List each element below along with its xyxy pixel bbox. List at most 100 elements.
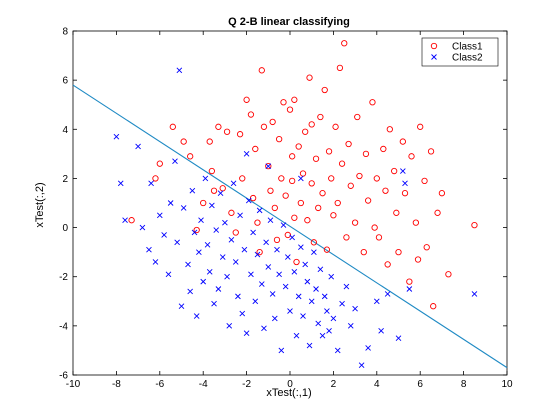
point-class1 bbox=[354, 113, 361, 121]
point-class1 bbox=[152, 175, 159, 182]
point-class1 bbox=[371, 224, 378, 231]
y-tick-label: -2 bbox=[59, 272, 68, 283]
point-class1 bbox=[308, 121, 315, 128]
point-class1 bbox=[297, 199, 304, 207]
point-class2 bbox=[189, 187, 196, 194]
point-class1 bbox=[412, 219, 420, 226]
y-tick-label: 2 bbox=[62, 174, 68, 185]
chart-title: Q 2-B linear classifying bbox=[228, 16, 350, 28]
point-class2 bbox=[122, 217, 128, 224]
point-class2 bbox=[198, 217, 204, 224]
point-class1 bbox=[317, 113, 324, 121]
point-class1 bbox=[210, 187, 218, 194]
x-tick-label: -8 bbox=[112, 379, 121, 390]
y-tick-label: -6 bbox=[59, 371, 68, 382]
point-class1 bbox=[334, 199, 341, 207]
point-class2 bbox=[230, 180, 237, 187]
point-class1 bbox=[256, 248, 263, 256]
plot-area bbox=[72, 30, 508, 376]
point-class2 bbox=[232, 259, 239, 265]
point-class2 bbox=[395, 335, 402, 341]
point-class2 bbox=[239, 310, 246, 317]
point-class2 bbox=[252, 298, 259, 305]
point-class2 bbox=[113, 133, 120, 140]
point-class2 bbox=[178, 303, 185, 310]
point-class2 bbox=[321, 293, 328, 300]
point-class2 bbox=[217, 190, 224, 196]
point-class2 bbox=[384, 291, 391, 297]
point-class2 bbox=[196, 249, 202, 255]
x-tick-label: 4 bbox=[374, 379, 380, 390]
point-class2 bbox=[295, 293, 302, 300]
point-class1 bbox=[265, 162, 272, 170]
point-class1 bbox=[319, 190, 326, 197]
point-class2 bbox=[311, 249, 317, 255]
point-class1 bbox=[315, 204, 322, 212]
point-class2 bbox=[139, 224, 146, 231]
point-class2 bbox=[222, 219, 228, 226]
point-class2 bbox=[319, 332, 326, 339]
axis-ticks: -10 -8 -6 -4 -2 0 2 4 6 8 10 -6 -4 -2 0 2 4 6 8 bbox=[59, 27, 513, 391]
point-class2 bbox=[254, 251, 261, 258]
point-class1 bbox=[328, 175, 335, 182]
point-class2 bbox=[400, 168, 406, 174]
point-class2 bbox=[176, 67, 183, 74]
point-class1 bbox=[421, 177, 428, 185]
point-class1 bbox=[156, 160, 163, 167]
point-class1 bbox=[345, 140, 352, 148]
legend-marker-class2 bbox=[431, 54, 437, 60]
point-class1 bbox=[286, 106, 294, 113]
point-class2 bbox=[248, 271, 254, 278]
point-class1 bbox=[284, 231, 291, 239]
x-tick-label: 6 bbox=[417, 379, 423, 390]
point-class1 bbox=[364, 197, 372, 204]
point-class1 bbox=[308, 180, 315, 187]
point-class1 bbox=[386, 126, 393, 133]
point-class1 bbox=[321, 86, 328, 94]
legend-label-class2: Class2 bbox=[452, 53, 483, 64]
point-class1 bbox=[232, 229, 239, 236]
point-class1 bbox=[395, 248, 402, 256]
point-class2 bbox=[191, 229, 198, 236]
y-tick-label: 8 bbox=[62, 27, 68, 38]
point-class1 bbox=[223, 128, 231, 135]
point-class1 bbox=[427, 148, 435, 155]
point-class2 bbox=[187, 288, 193, 295]
point-class1 bbox=[293, 258, 300, 266]
point-class2 bbox=[161, 232, 167, 238]
legend-marker-class1 bbox=[430, 42, 438, 50]
point-class2 bbox=[256, 207, 263, 214]
point-class2 bbox=[300, 313, 306, 319]
point-class2 bbox=[365, 345, 371, 351]
x-tick-label: -6 bbox=[155, 379, 164, 390]
point-class2 bbox=[269, 291, 276, 297]
point-class1 bbox=[269, 118, 276, 126]
point-class1 bbox=[247, 111, 255, 118]
point-class1 bbox=[330, 212, 337, 219]
point-class2 bbox=[211, 300, 217, 307]
point-class2 bbox=[206, 268, 213, 275]
point-class2 bbox=[209, 202, 215, 209]
point-class1 bbox=[236, 131, 244, 138]
point-class1 bbox=[336, 64, 344, 72]
point-class2 bbox=[165, 271, 172, 278]
point-class2 bbox=[243, 151, 250, 157]
point-class2 bbox=[224, 273, 230, 280]
point-class1 bbox=[208, 167, 216, 175]
point-class1 bbox=[408, 153, 415, 160]
point-class2 bbox=[291, 268, 298, 275]
point-class2 bbox=[241, 246, 248, 253]
point-class2 bbox=[289, 234, 295, 241]
x-tick-label: 2 bbox=[331, 379, 337, 390]
point-class1 bbox=[252, 145, 259, 153]
point-class1 bbox=[302, 128, 309, 135]
y-tick-label: 4 bbox=[62, 125, 68, 136]
point-class1 bbox=[430, 303, 437, 310]
point-class2 bbox=[306, 342, 313, 349]
point-class1 bbox=[304, 217, 311, 224]
point-class2 bbox=[267, 217, 274, 224]
point-class2 bbox=[167, 200, 174, 206]
point-class1 bbox=[338, 160, 346, 167]
point-class2 bbox=[156, 212, 163, 219]
point-class1 bbox=[332, 123, 339, 130]
